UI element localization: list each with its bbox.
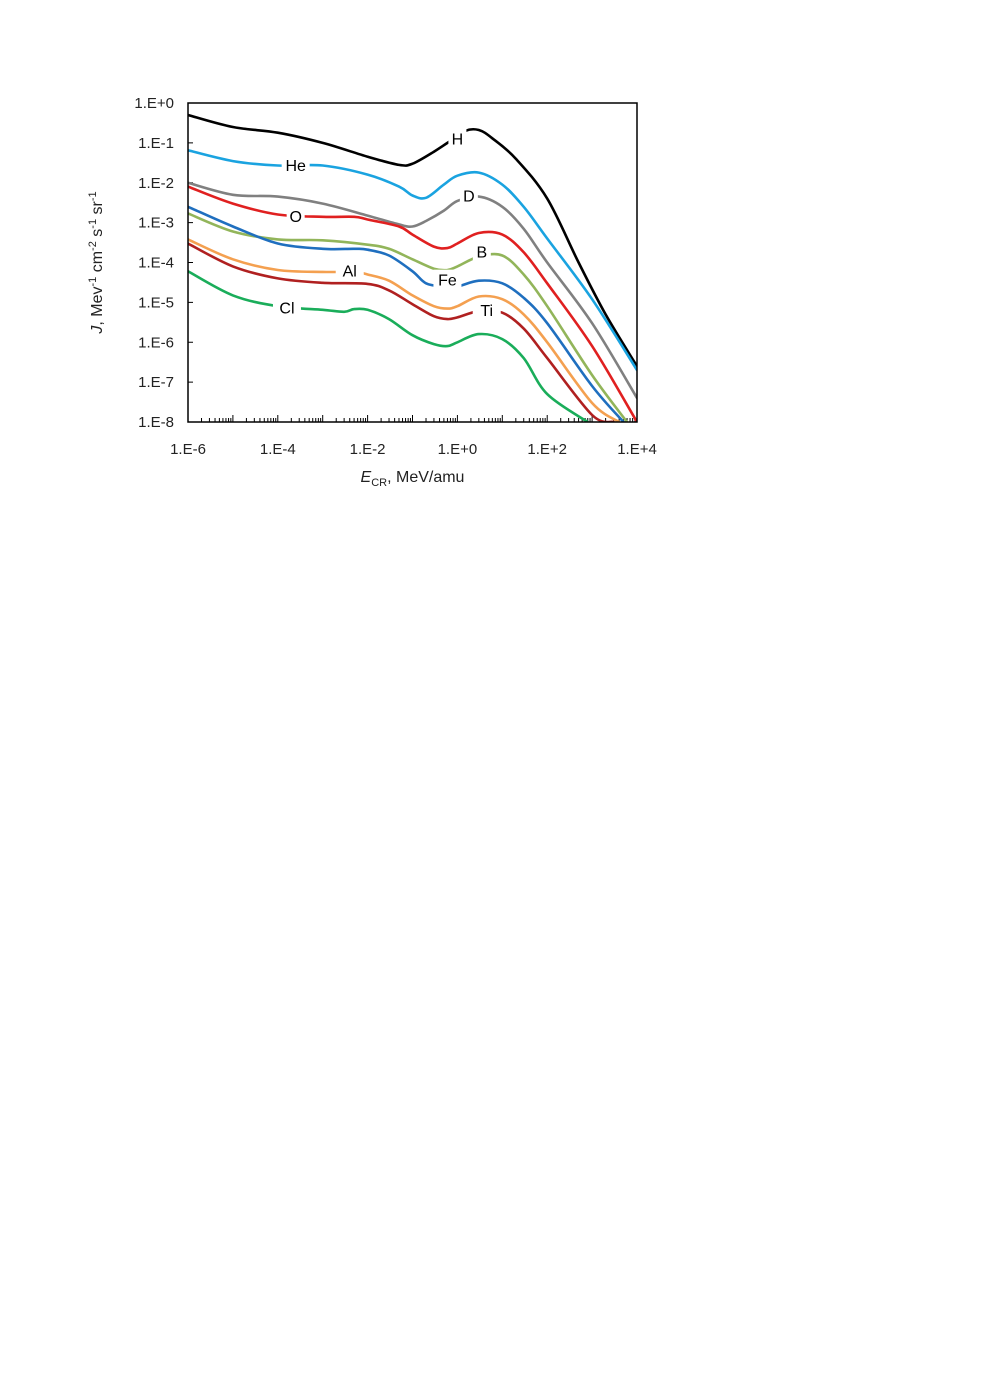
series-line-b bbox=[188, 212, 629, 422]
x-tick-label: 1.E-6 bbox=[170, 441, 206, 458]
series-line-cl bbox=[188, 270, 589, 422]
x-tick-label: 1.E+2 bbox=[527, 441, 567, 458]
series-label-h: H bbox=[452, 132, 464, 149]
y-axis-title-sup: -1 bbox=[87, 219, 99, 229]
x-tick-label: 1.E-4 bbox=[260, 441, 296, 458]
series-label-bg bbox=[472, 300, 501, 321]
plot-frame bbox=[187, 102, 638, 423]
series-label-bg bbox=[335, 260, 364, 281]
y-axis-title-part: cm bbox=[89, 251, 106, 277]
y-axis-title-part: , Mev bbox=[89, 287, 106, 326]
series-label-bg bbox=[286, 205, 305, 226]
y-axis-title-sup: -1 bbox=[87, 191, 99, 201]
series-label-bg bbox=[433, 269, 462, 290]
series-label-fe: Fe bbox=[438, 273, 457, 290]
y-axis-title: J, Mev-1 cm-2 s-1 sr-1 bbox=[87, 191, 106, 334]
series-labels: H He D O B Fe Al Ti Cl bbox=[272, 128, 501, 321]
y-axis-title-sup: -1 bbox=[87, 277, 99, 287]
series-label-o: O bbox=[289, 209, 301, 226]
series-label-bg bbox=[448, 128, 467, 149]
series-label-cl: Cl bbox=[279, 301, 294, 318]
axis-ticks bbox=[187, 102, 636, 423]
x-tick-label: 1.E-2 bbox=[350, 441, 386, 458]
series-label-bg bbox=[281, 155, 310, 176]
y-tick-label: 1.E-8 bbox=[138, 414, 174, 431]
series-lines bbox=[188, 113, 637, 422]
y-tick-label: 1.E-5 bbox=[138, 294, 174, 311]
x-tick-label: 1.E+4 bbox=[617, 441, 657, 458]
y-tick-label: 1.E-3 bbox=[138, 215, 174, 232]
series-line-ti bbox=[188, 242, 615, 422]
series-label-he: He bbox=[285, 158, 306, 175]
series-label-bg bbox=[459, 185, 478, 206]
x-tick-label: 1.E+0 bbox=[438, 441, 478, 458]
y-tick-label: 1.E+0 bbox=[134, 95, 174, 112]
series-line-o bbox=[188, 185, 637, 422]
series-line-al bbox=[188, 238, 621, 422]
y-axis-title-symbol: J bbox=[89, 325, 106, 335]
series-label-bg bbox=[272, 297, 301, 318]
x-tick-labels: 1.E-6 1.E-4 1.E-2 1.E+0 1.E+2 1.E+4 bbox=[170, 441, 657, 458]
series-line-h bbox=[188, 113, 637, 368]
y-tick-label: 1.E-7 bbox=[138, 374, 174, 391]
x-axis-title-subscript: CR bbox=[371, 477, 387, 489]
y-tick-label: 1.E-6 bbox=[138, 334, 174, 351]
x-axis-title: ECR, MeV/amu bbox=[361, 469, 465, 489]
series-label-d: D bbox=[463, 189, 475, 206]
x-axis-title-units: , MeV/amu bbox=[387, 469, 464, 486]
y-tick-label: 1.E-4 bbox=[138, 255, 174, 272]
y-tick-label: 1.E-2 bbox=[138, 175, 174, 192]
series-line-d bbox=[188, 181, 637, 400]
series-label-b: B bbox=[476, 244, 487, 261]
y-axis-title-part: s bbox=[89, 229, 106, 241]
y-tick-labels: 1.E+0 1.E-1 1.E-2 1.E-3 1.E-4 1.E-5 1.E-6 1.E-7… bbox=[134, 95, 174, 431]
y-axis-title-part: sr bbox=[89, 200, 106, 218]
y-tick-label: 1.E-1 bbox=[138, 135, 174, 152]
y-axis-title-sup: -2 bbox=[87, 241, 99, 251]
series-label-bg bbox=[472, 241, 491, 262]
series-line-fe bbox=[188, 205, 625, 422]
series-label-ti: Ti bbox=[480, 303, 493, 320]
x-axis-title-symbol: E bbox=[361, 469, 372, 486]
series-label-al: Al bbox=[343, 263, 357, 280]
